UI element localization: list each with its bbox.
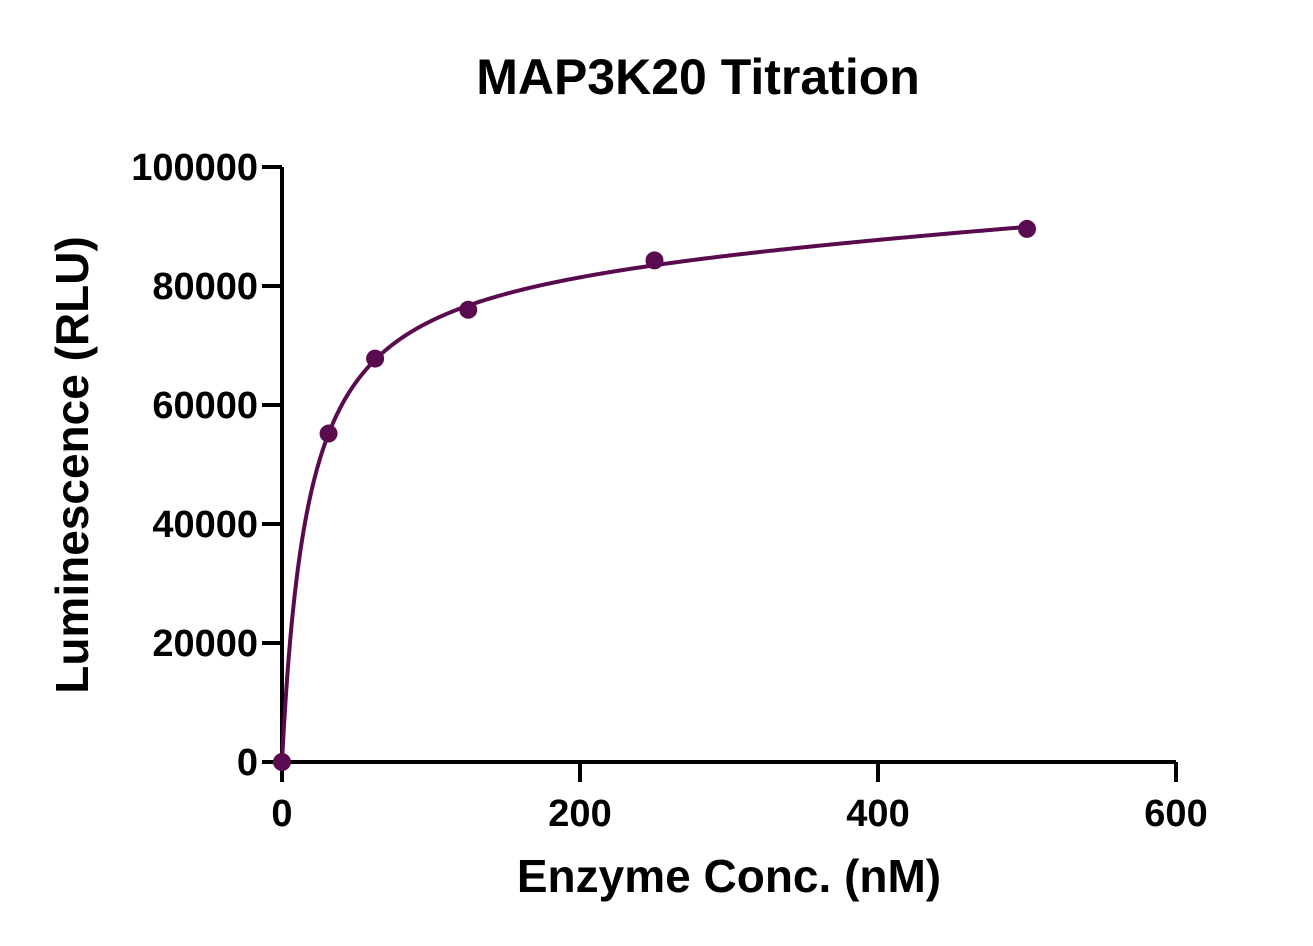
data-point [366,349,385,368]
data-point [273,753,291,771]
y-tick-label: 60000 [152,385,258,427]
y-tick-label: 0 [237,742,258,784]
y-tick-label: 80000 [152,266,258,308]
data-points [273,219,1036,771]
y-tick-label: 100000 [131,147,258,189]
data-point [645,251,664,270]
x-tick-label: 200 [548,793,611,835]
y-tick-label: 20000 [152,623,258,665]
x-tick-label: 600 [1144,793,1207,835]
y-tick-label: 40000 [152,504,258,546]
fit-curve [280,224,1028,763]
chart-title: MAP3K20 Titration [476,49,920,105]
x-tick-label: 400 [846,793,909,835]
data-point [319,424,338,443]
axes [280,167,1176,764]
x-axis-label: Enzyme Conc. (nM) [517,850,941,902]
ticks: 0 20000 40000 60000 80000 100000 0 200 400 600 [131,147,1208,835]
fit-curves [280,224,1028,763]
data-point [459,300,478,319]
data-point [1018,219,1036,238]
x-tick-label: 0 [271,793,292,835]
y-axis-label: Luminescence (RLU) [46,236,98,694]
